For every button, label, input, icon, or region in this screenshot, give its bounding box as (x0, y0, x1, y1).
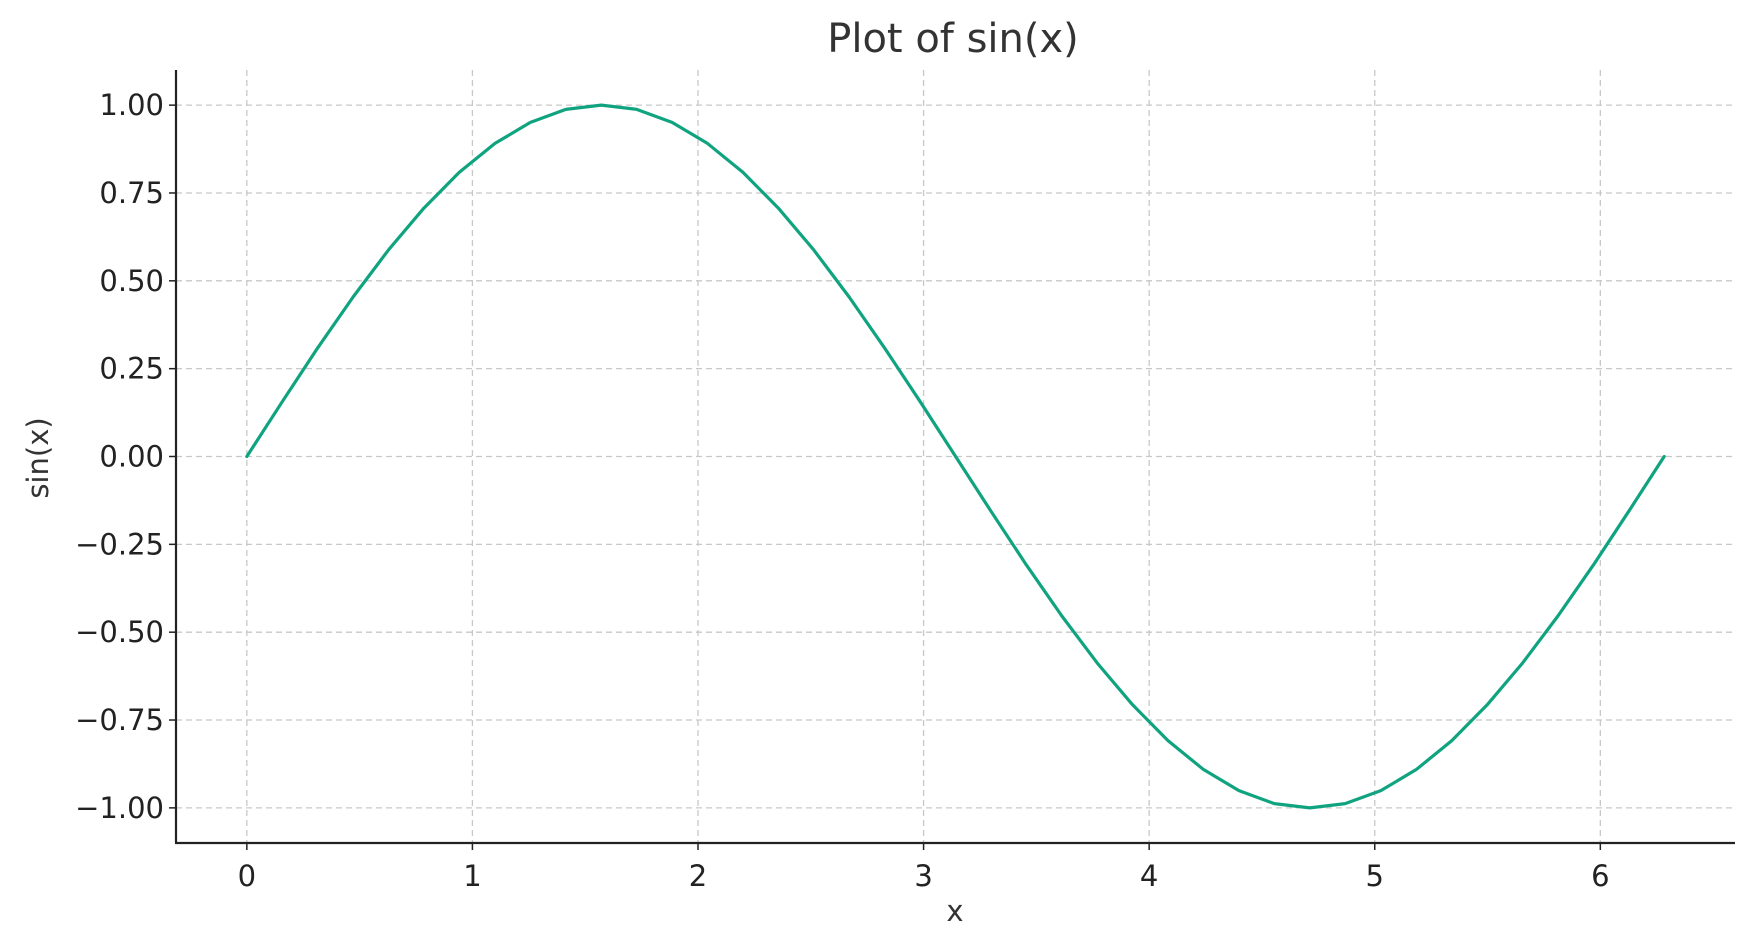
grid (176, 70, 1735, 843)
series-layer (245, 103, 1666, 810)
x-axis-label: x (946, 894, 963, 928)
ticks: 0 1 2 3 4 5 6 1.00 0.75 0.50 0.25 0.00 −0.25 −0.50 −0.… (75, 88, 1609, 893)
sin-series-line (245, 103, 1666, 810)
x-tick-label: 6 (1591, 859, 1609, 893)
x-tick-label: 1 (463, 859, 481, 893)
chart-title: Plot of sin(x) (827, 16, 1079, 62)
x-tick-label: 5 (1366, 859, 1384, 893)
x-tick-label: 3 (914, 859, 932, 893)
y-axis-label: sin(x) (21, 417, 55, 498)
y-tick-label: 0.50 (99, 264, 164, 298)
y-tick-label: 0.25 (99, 352, 164, 386)
y-tick-label: −0.75 (75, 703, 164, 737)
y-tick-label: −1.00 (75, 791, 164, 825)
y-tick-label: 0.75 (99, 176, 164, 210)
x-tick-label: 4 (1140, 859, 1158, 893)
y-tick-label: 0.00 (99, 440, 164, 474)
y-tick-label: −0.25 (75, 527, 164, 561)
x-tick-label: 0 (238, 859, 256, 893)
x-tick-label: 2 (689, 859, 707, 893)
y-tick-label: −0.50 (75, 615, 164, 649)
y-tick-label: 1.00 (99, 88, 164, 122)
